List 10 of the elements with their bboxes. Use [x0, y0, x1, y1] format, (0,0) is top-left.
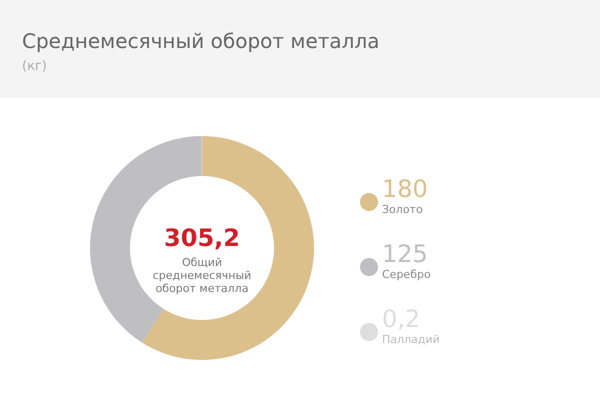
- chart-title: Среднемесячный оборот металла: [22, 29, 380, 53]
- legend-label: Серебро: [382, 268, 431, 281]
- legend-label: Палладий: [382, 333, 440, 346]
- data-label: 180: [382, 175, 428, 203]
- donut-slice: [142, 136, 314, 360]
- text: 305,2: [164, 224, 240, 252]
- legend-label: Золото: [382, 203, 423, 216]
- text: Общий среднемесячный оборот металла: [152, 256, 252, 295]
- chart-subtitle: (кг): [22, 59, 47, 74]
- data-label: 125: [382, 240, 428, 268]
